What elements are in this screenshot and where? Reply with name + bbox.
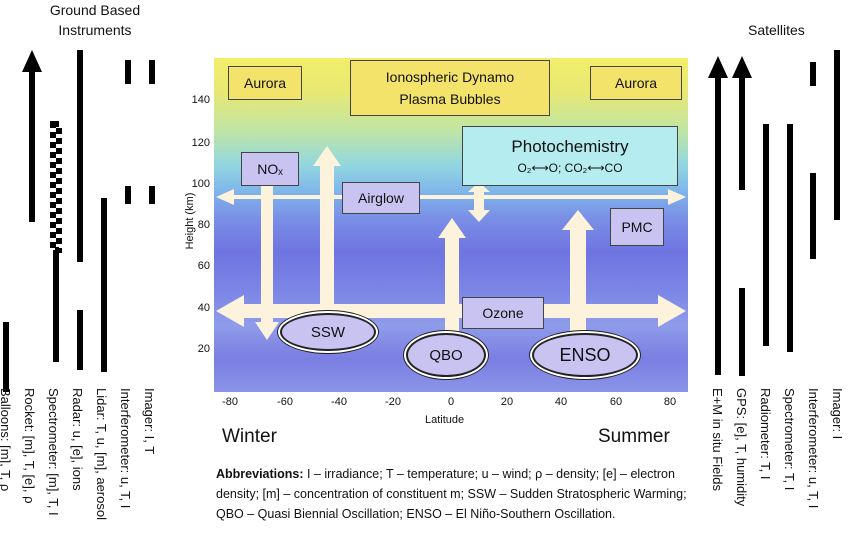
abbreviations: Abbreviations: I – irradiance; T – tempe…: [216, 464, 690, 524]
bar-gps-lower: [739, 288, 745, 376]
ytick-40: 40: [197, 302, 210, 314]
process-arrows: [216, 146, 686, 340]
season-winter: Winter: [222, 426, 277, 447]
ytick-120: 120: [191, 137, 210, 149]
left-title-line1: Ground Based: [49, 2, 141, 18]
ytick-140: 140: [191, 94, 210, 106]
bar-lidar: [101, 198, 107, 372]
abbrev-label: Abbreviations:: [216, 467, 304, 481]
abbrev-text: I – irradiance; T – temperature; u – win…: [216, 467, 687, 521]
arrow-photochem-shaft: [474, 190, 484, 212]
left-title-line2: Instruments: [58, 22, 132, 38]
xtick-0: 0: [447, 396, 455, 408]
label-em: E+M in situ Fields: [710, 388, 725, 491]
arrow-qbo-head: [438, 218, 466, 238]
photochem-sub: O₂⟷O; CO₂⟷CO: [517, 161, 623, 175]
arrow-airglow-left: [216, 189, 234, 205]
bar-imager-sat: [834, 50, 840, 220]
label-lidar: Lidar: T, u, [m], aerosol: [94, 388, 109, 520]
label-radar: Radar: u, [e], ions: [70, 388, 85, 491]
bar-interferometer-top-sat: [810, 62, 816, 86]
xtick-m80: -80: [222, 396, 238, 408]
pmc-box: PMC: [610, 208, 664, 246]
ionospheric-dynamo-box: Ionospheric Dynamo Plasma Bubbles: [350, 60, 550, 116]
bar-em: [715, 75, 721, 375]
arrow-airglow-right: [668, 189, 686, 205]
arrow-qbo-shaft: [445, 236, 459, 336]
arrow-ozone-right: [658, 295, 686, 327]
airglow-box: Airglow: [342, 182, 420, 214]
bar-spectrometer-dashed: [50, 121, 62, 253]
xtick-80: 80: [663, 396, 677, 408]
label-imager-sat: Imager: I: [830, 388, 845, 440]
bar-gps-upper: [739, 75, 745, 190]
arrow-rocket: [22, 50, 42, 72]
season-summer: Summer: [598, 426, 670, 447]
arrow-enso-head: [562, 210, 594, 230]
xtick-40: 40: [554, 396, 568, 408]
bar-interferometer-top: [125, 60, 131, 84]
x-axis-label: Latitude: [425, 414, 465, 426]
ssw-ellipse: SSW: [280, 313, 376, 351]
dynamo-line1: Ionospheric Dynamo: [385, 69, 515, 85]
ytick-80: 80: [197, 219, 210, 231]
bar-imager-mid: [149, 186, 155, 204]
xtick-m60: -60: [277, 396, 293, 408]
bar-imager-top: [149, 60, 155, 84]
bar-interferometer-mid: [125, 186, 131, 204]
arrow-ssw-head: [313, 146, 341, 166]
dynamo-line2: Plasma Bubbles: [399, 91, 501, 107]
label-rocket: Rocket: [m], T, [e], ρ: [22, 388, 37, 504]
label-imager: Imager: I, T: [142, 388, 157, 455]
xtick-m40: -40: [331, 396, 347, 408]
photochemistry-box: Photochemistry O₂⟷O; CO₂⟷CO: [462, 126, 678, 186]
ytick-60: 60: [197, 260, 210, 272]
bar-spectrometer: [53, 250, 59, 362]
aurora-left-box: Aurora: [228, 66, 302, 100]
arrow-airglow-shaft: [230, 195, 670, 199]
arrow-em: [708, 56, 728, 78]
left-title: Ground Based Instruments: [30, 0, 160, 40]
arrow-nox-shaft: [261, 184, 273, 324]
label-interferometer-sat: Interferometer: u, T, I: [806, 388, 821, 509]
arrow-ssw-shaft: [320, 164, 334, 304]
arrow-ozone-left: [216, 295, 244, 327]
bar-radar-lower: [77, 310, 83, 370]
xtick-20: 20: [500, 396, 514, 408]
arrow-photochem-up: [468, 182, 490, 192]
right-instrument-bars: [708, 50, 840, 376]
bar-radar-upper: [77, 50, 83, 262]
enso-ellipse: ENSO: [532, 333, 638, 377]
bar-rocket: [29, 70, 35, 222]
photochem-title: Photochemistry: [511, 137, 629, 156]
ytick-20: 20: [197, 343, 210, 355]
label-gps: GPS: [e], T, humidity: [734, 388, 749, 507]
aurora-right-box: Aurora: [590, 66, 682, 100]
right-title: Satellites: [748, 22, 805, 38]
bar-radiometer: [763, 124, 769, 346]
bar-spectrometer-sat: [787, 124, 793, 352]
ozone-box: Ozone: [462, 297, 544, 329]
arrow-nox-head: [255, 322, 279, 340]
nox-box: NOₓ: [241, 152, 299, 186]
label-radiometer: Radiometer: T, I: [758, 388, 773, 480]
label-balloons: Balloons: [m], T, ρ: [0, 388, 13, 492]
ytick-100: 100: [191, 178, 210, 190]
arrow-photochem-down: [468, 210, 490, 222]
label-interferometer: Interferometer: u, T, I: [118, 388, 133, 509]
bar-balloons: [3, 322, 9, 392]
label-spectrometer-sat: Spectrometer: T, I: [782, 388, 797, 491]
arrow-enso-shaft: [570, 228, 586, 338]
xtick-60: 60: [609, 396, 623, 408]
label-spectrometer: Spectrometer: [m], T, I: [46, 388, 61, 516]
qbo-ellipse: QBO: [406, 333, 486, 377]
left-instrument-bars: [3, 50, 155, 392]
bar-interferometer-sat: [810, 173, 816, 259]
arrow-gps: [732, 56, 752, 78]
xtick-m20: -20: [385, 396, 401, 408]
